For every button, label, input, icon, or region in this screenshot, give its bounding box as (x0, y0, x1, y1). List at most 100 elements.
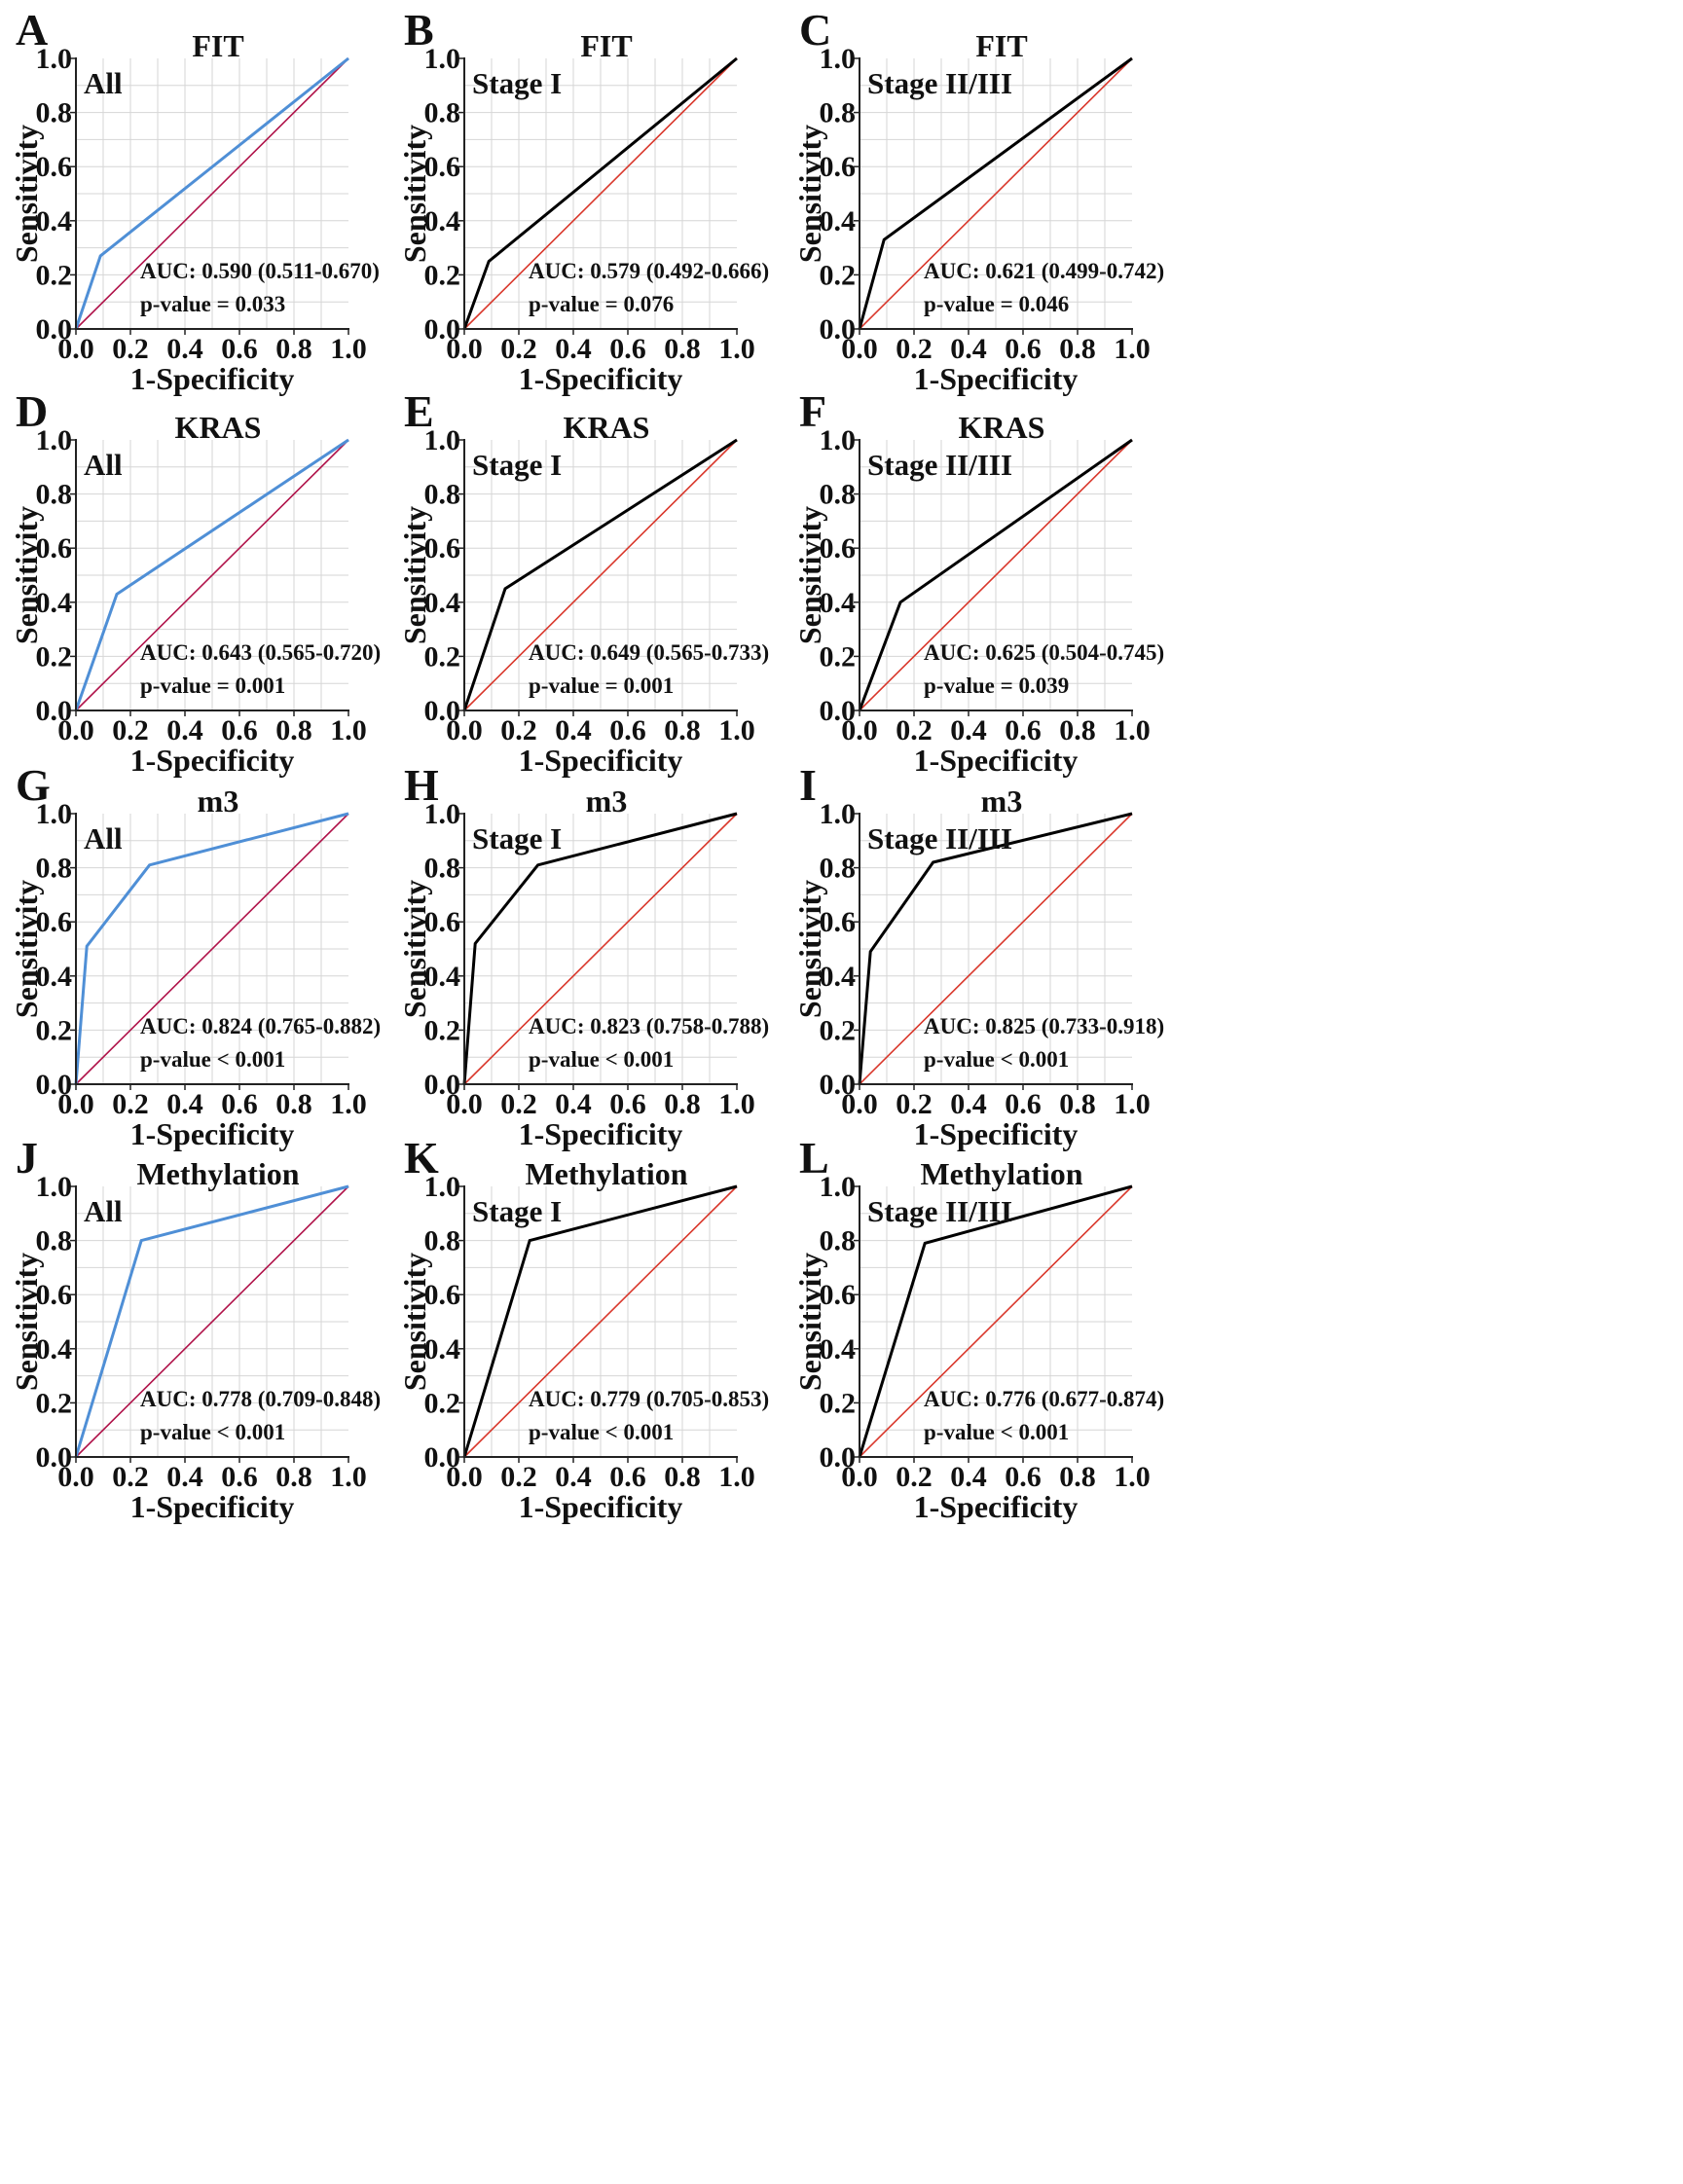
y-axis-label: Sensitivity (397, 506, 432, 644)
x-tick-label: 0.8 (275, 714, 312, 746)
reference-diagonal-line (859, 813, 1133, 1085)
subgroup-label: Stage II/III (867, 821, 1012, 855)
x-axis-label: 1-Specificity (519, 1116, 683, 1151)
y-tick-label: 0.8 (424, 479, 461, 511)
x-tick-label: 0.6 (221, 333, 258, 365)
y-tick-label: 0.0 (424, 695, 461, 727)
y-tick-label: 0.0 (820, 1069, 857, 1101)
y-tick-label: 1.0 (424, 798, 461, 830)
x-tick-label: 0.6 (1005, 333, 1042, 365)
subgroup-label: All (84, 448, 123, 482)
x-tick-label: 1.0 (718, 1088, 755, 1120)
panel-title: m3 (198, 783, 239, 819)
y-tick-label: 0.6 (36, 906, 73, 938)
x-tick-label: 0.0 (446, 1461, 483, 1493)
p-value-annotation: p-value < 0.001 (924, 1420, 1069, 1444)
auc-annotation: AUC: 0.779 (0.705-0.853) (529, 1387, 769, 1411)
roc-curve-line (74, 812, 349, 1085)
y-tick-label: 0.0 (820, 1441, 857, 1474)
auc-annotation: AUC: 0.823 (0.758-0.788) (529, 1014, 769, 1038)
x-tick-label: 0.4 (166, 714, 203, 746)
panel-title: KRAS (564, 410, 650, 445)
x-tick-label: 0.6 (609, 1461, 646, 1493)
y-tick-label: 0.6 (424, 1279, 461, 1311)
x-tick-label: 0.4 (166, 333, 203, 365)
x-axis-label: 1-Specificity (914, 361, 1079, 396)
p-value-annotation: p-value = 0.039 (924, 673, 1069, 698)
panel-letter: G (16, 760, 51, 810)
x-tick-label: 1.0 (330, 1461, 367, 1493)
x-axis-label: 1-Specificity (914, 1489, 1079, 1524)
y-tick-label: 0.2 (424, 259, 461, 291)
x-axis-label: 1-Specificity (519, 1489, 683, 1524)
y-tick-label: 0.8 (820, 97, 857, 129)
x-tick-label: 0.8 (275, 1461, 312, 1493)
p-value-annotation: p-value < 0.001 (924, 1047, 1069, 1072)
y-tick-label: 1.0 (36, 424, 73, 456)
reference-diagonal-line (463, 57, 738, 330)
x-tick-label: 0.6 (609, 1088, 646, 1120)
panel-letter: I (799, 760, 817, 810)
x-tick-label: 1.0 (1114, 333, 1151, 365)
x-axis-label: 1-Specificity (914, 743, 1079, 778)
y-tick-label: 0.4 (424, 587, 461, 619)
p-value-annotation: p-value = 0.001 (140, 673, 285, 698)
x-tick-label: 0.6 (1005, 1088, 1042, 1120)
y-tick-label: 0.2 (36, 1014, 73, 1046)
x-tick-label: 0.6 (221, 1461, 258, 1493)
y-axis-label: Sensitivity (792, 506, 827, 644)
x-tick-label: 0.0 (57, 1461, 94, 1493)
y-tick-label: 0.0 (36, 313, 73, 346)
y-tick-label: 0.6 (820, 151, 857, 183)
y-tick-label: 1.0 (820, 43, 857, 75)
y-tick-label: 0.8 (424, 97, 461, 129)
y-axis-label: Sensitivity (397, 1253, 432, 1391)
x-tick-label: 0.2 (112, 1088, 149, 1120)
subgroup-label: All (84, 821, 123, 855)
x-tick-label: 1.0 (718, 714, 755, 746)
y-tick-label: 0.0 (424, 313, 461, 346)
panel-title: FIT (975, 28, 1027, 63)
y-axis-label: Sensitivity (792, 1253, 827, 1391)
y-tick-label: 0.2 (424, 1014, 461, 1046)
y-tick-label: 1.0 (36, 43, 73, 75)
x-tick-label: 0.4 (555, 714, 592, 746)
x-tick-label: 0.8 (1059, 333, 1096, 365)
x-tick-label: 0.8 (275, 333, 312, 365)
subgroup-label: Stage II/III (867, 66, 1012, 100)
x-axis-label: 1-Specificity (130, 1116, 295, 1151)
x-tick-label: 0.2 (500, 1088, 537, 1120)
x-tick-label: 0.2 (896, 1461, 933, 1493)
x-tick-label: 1.0 (1114, 714, 1151, 746)
x-tick-label: 1.0 (330, 714, 367, 746)
y-axis-label: Sensitivity (9, 1253, 44, 1391)
y-tick-label: 0.4 (820, 1333, 857, 1365)
panel-letter: K (404, 1133, 439, 1183)
x-tick-label: 1.0 (718, 333, 755, 365)
y-tick-label: 0.4 (820, 961, 857, 993)
x-tick-label: 1.0 (330, 333, 367, 365)
panel-title: Methylation (136, 1156, 299, 1191)
x-axis-label: 1-Specificity (130, 361, 295, 396)
p-value-annotation: p-value = 0.001 (529, 673, 674, 698)
y-tick-label: 0.0 (820, 313, 857, 346)
x-tick-label: 0.0 (841, 1088, 878, 1120)
y-tick-label: 0.6 (36, 151, 73, 183)
auc-annotation: AUC: 0.625 (0.504-0.745) (924, 640, 1164, 665)
p-value-annotation: p-value < 0.001 (140, 1420, 285, 1444)
x-tick-label: 0.2 (500, 714, 537, 746)
x-tick-label: 0.4 (950, 1461, 987, 1493)
x-axis-label: 1-Specificity (130, 743, 295, 778)
panel-title: FIT (192, 28, 243, 63)
y-tick-label: 0.0 (36, 695, 73, 727)
x-axis-label: 1-Specificity (130, 1489, 295, 1524)
x-tick-label: 0.0 (841, 714, 878, 746)
y-tick-label: 1.0 (820, 1171, 857, 1203)
y-tick-label: 0.4 (820, 205, 857, 237)
y-tick-label: 0.0 (820, 695, 857, 727)
auc-annotation: AUC: 0.776 (0.677-0.874) (924, 1387, 1164, 1411)
y-tick-label: 0.4 (36, 205, 73, 237)
panel-title: FIT (580, 28, 632, 63)
panel-letter: J (16, 1133, 38, 1183)
x-tick-label: 0.0 (446, 333, 483, 365)
